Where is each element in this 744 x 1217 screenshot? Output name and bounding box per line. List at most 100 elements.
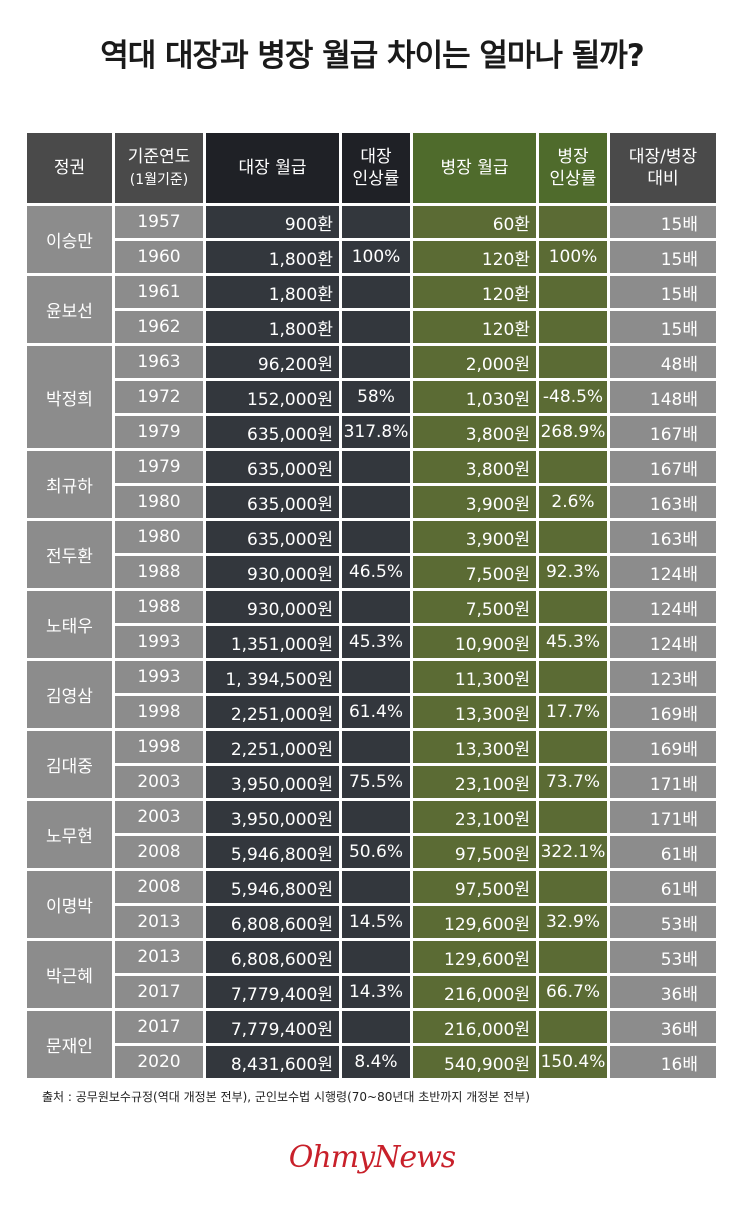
ratio-cell: 167배 [610,416,716,448]
private-rate-cell: 32.9% [539,906,607,938]
year-cell: 1972 [115,381,203,413]
private-pay-cell: 540,900원 [413,1046,536,1078]
general-pay-cell: 930,000원 [206,556,339,588]
regime-cell: 김영삼 [27,661,112,728]
year-cell: 2008 [115,871,203,903]
table-row: 최규하 1979 635,000원 3,800원 167배 [27,451,716,518]
ratio-cell: 16배 [610,1046,716,1078]
general-rate-cell [342,591,410,623]
year-cell: 1998 [115,731,203,763]
general-rate-cell: 100% [342,241,410,273]
regime-cell: 최규하 [27,451,112,518]
ratio-cell: 15배 [610,241,716,273]
private-pay-cell: 23,100원 [413,801,536,833]
source-note: 출처 : 공무원보수규정(역대 개정본 전부), 군인보수법 시행령(70~80… [42,1090,530,1104]
table-row: 노무현 2003 3,950,000원 23,100원 171배 [27,801,716,868]
private-rate-cell [539,941,607,973]
general-rate-cell [342,486,410,518]
private-rate-cell: 322.1% [539,836,607,868]
ratio-cell: 171배 [610,801,716,833]
general-rate-cell: 46.5% [342,556,410,588]
general-pay-cell: 96,200원 [206,346,339,378]
table-row: 1960 1,800환 100% 120환 100% 15배 [27,241,716,273]
year-cell: 1980 [115,486,203,518]
header-year: 기준연도 (1월기준) [115,133,203,203]
ratio-cell: 48배 [610,346,716,378]
ratio-cell: 123배 [610,661,716,693]
private-pay-cell: 3,800원 [413,416,536,448]
general-rate-cell [342,941,410,973]
regime-cell: 이승만 [27,206,112,273]
table-row: 2013 6,808,600원 14.5% 129,600원 32.9% 53배 [27,906,716,938]
year-cell: 2017 [115,976,203,1008]
year-cell: 2013 [115,941,203,973]
table-row: 김대중 1998 2,251,000원 13,300원 169배 [27,731,716,798]
year-cell: 1963 [115,346,203,378]
ratio-cell: 124배 [610,626,716,658]
private-rate-cell [539,276,607,308]
general-rate-cell [342,731,410,763]
year-cell: 1979 [115,416,203,448]
salary-table: 정권 기준연도 (1월기준) 대장 월급 대장 인상률 병장 월급 병장 인상률 대장… [24,130,719,1081]
general-pay-cell: 3,950,000원 [206,801,339,833]
year-cell: 2003 [115,801,203,833]
header-private-rate: 병장 인상률 [539,133,607,203]
year-cell: 2020 [115,1046,203,1078]
year-cell: 2017 [115,1011,203,1043]
general-rate-cell: 8.4% [342,1046,410,1078]
private-rate-cell: 100% [539,241,607,273]
general-rate-cell [342,451,410,483]
general-rate-cell: 317.8% [342,416,410,448]
table-row: 박근혜 2013 6,808,600원 129,600원 53배 [27,941,716,1008]
year-cell: 1962 [115,311,203,343]
private-rate-cell: 73.7% [539,766,607,798]
general-rate-cell: 14.3% [342,976,410,1008]
page-title: 역대 대장과 병장 월급 차이는 얼마나 될까? [100,38,645,74]
table-row: 1962 1,800환 120환 15배 [27,311,716,343]
private-pay-cell: 13,300원 [413,696,536,728]
private-rate-cell: 66.7% [539,976,607,1008]
general-pay-cell: 930,000원 [206,591,339,623]
general-rate-cell: 14.5% [342,906,410,938]
private-pay-cell: 120환 [413,241,536,273]
ohmynews-logo: OhmyNews [288,1140,456,1175]
private-pay-cell: 3,900원 [413,521,536,553]
table-row: 2020 8,431,600원 8.4% 540,900원 150.4% 16배 [27,1046,716,1078]
general-pay-cell: 900환 [206,206,339,238]
table-row: 1988 930,000원 46.5% 7,500원 92.3% 124배 [27,556,716,588]
general-rate-cell: 61.4% [342,696,410,728]
table-row: 문재인 2017 7,779,400원 216,000원 36배 [27,1011,716,1078]
general-pay-cell: 8,431,600원 [206,1046,339,1078]
general-pay-cell: 1,800환 [206,311,339,343]
table-row: 윤보선 1961 1,800환 120환 15배 [27,276,716,343]
private-pay-cell: 120환 [413,311,536,343]
ratio-cell: 61배 [610,836,716,868]
table-row: 2003 3,950,000원 75.5% 23,100원 73.7% 171배 [27,766,716,798]
year-cell: 1998 [115,696,203,728]
table-row: 1998 2,251,000원 61.4% 13,300원 17.7% 169배 [27,696,716,728]
private-rate-cell [539,206,607,238]
general-pay-cell: 2,251,000원 [206,731,339,763]
private-pay-cell: 13,300원 [413,731,536,763]
year-cell: 1957 [115,206,203,238]
ratio-cell: 36배 [610,976,716,1008]
private-rate-cell: 92.3% [539,556,607,588]
header-regime: 정권 [27,133,112,203]
ratio-cell: 124배 [610,556,716,588]
general-rate-cell [342,311,410,343]
header-general-rate: 대장 인상률 [342,133,410,203]
general-rate-cell [342,801,410,833]
general-rate-cell [342,1011,410,1043]
private-rate-cell [539,801,607,833]
regime-cell: 이명박 [27,871,112,938]
private-rate-cell [539,451,607,483]
private-pay-cell: 2,000원 [413,346,536,378]
regime-cell: 김대중 [27,731,112,798]
regime-cell: 윤보선 [27,276,112,343]
private-pay-cell: 216,000원 [413,976,536,1008]
private-pay-cell: 1,030원 [413,381,536,413]
private-rate-cell [539,731,607,763]
private-pay-cell: 7,500원 [413,556,536,588]
general-pay-cell: 3,950,000원 [206,766,339,798]
general-pay-cell: 5,946,800원 [206,871,339,903]
